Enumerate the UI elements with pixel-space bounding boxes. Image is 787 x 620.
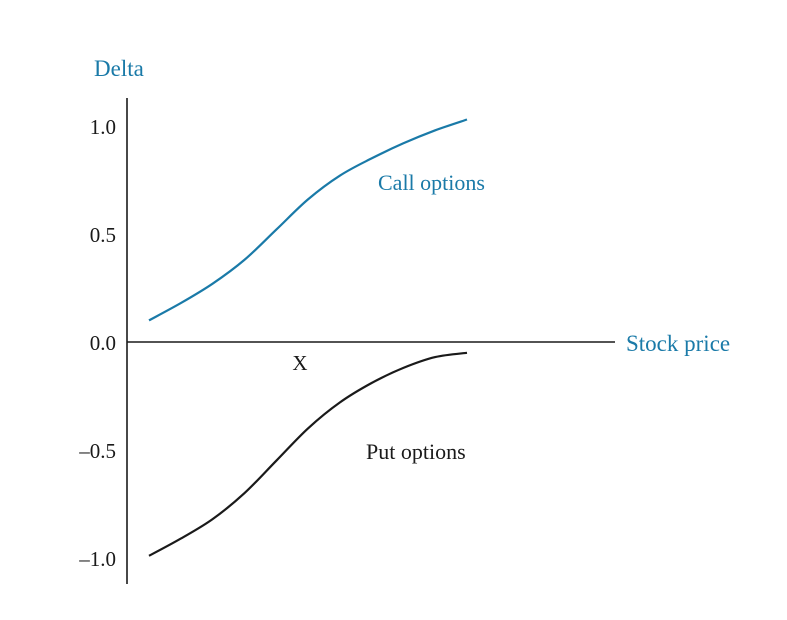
y-axis-label: Delta	[94, 56, 144, 81]
y-tick-label: 0.0	[90, 331, 116, 355]
call-options-line	[148, 118, 468, 322]
call-options-label: Call options	[378, 170, 485, 195]
y-tick-label: 1.0	[90, 115, 116, 139]
strike-marker-label: X	[292, 351, 307, 375]
y-tick-label: 0.5	[90, 223, 116, 247]
x-axis-label: Stock price	[626, 331, 730, 356]
y-tick-label: –1.0	[78, 547, 116, 571]
put-options-label: Put options	[366, 439, 466, 464]
put-options-line	[148, 351, 468, 557]
y-tick-label: –0.5	[78, 439, 116, 463]
